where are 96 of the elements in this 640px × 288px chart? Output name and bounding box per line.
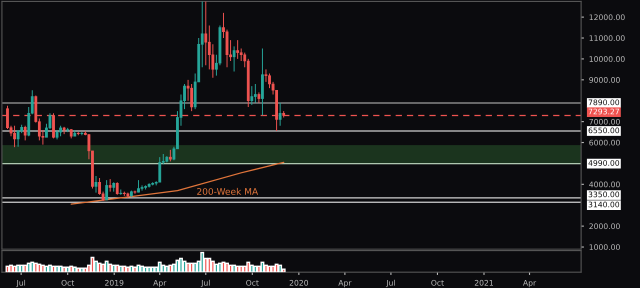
candlestick	[278, 102, 282, 126]
candlestick	[236, 40, 240, 60]
bar	[108, 264, 112, 272]
candlestick	[190, 84, 194, 112]
series-label: 200-Week MA	[197, 188, 258, 195]
bar	[122, 266, 126, 272]
candlestick	[105, 180, 108, 201]
bar	[282, 268, 286, 272]
bar	[112, 264, 116, 272]
bar	[98, 262, 102, 272]
bar	[144, 266, 148, 272]
candlestick	[250, 86, 254, 106]
candlestick	[112, 182, 116, 192]
bar	[80, 268, 84, 272]
candlestick	[24, 125, 27, 141]
candlestick	[119, 189, 122, 196]
bar	[225, 262, 229, 272]
bar	[76, 268, 80, 272]
bar	[172, 264, 176, 272]
bar	[190, 262, 194, 272]
bar	[268, 266, 272, 272]
bar	[236, 266, 240, 272]
bar	[260, 262, 264, 272]
bar	[246, 262, 250, 272]
candlestick	[257, 92, 260, 104]
bar	[6, 266, 10, 272]
bar	[274, 264, 279, 272]
bar	[30, 262, 34, 272]
bar	[218, 262, 222, 272]
bar	[48, 264, 52, 272]
bar	[150, 266, 155, 272]
bar	[136, 264, 140, 272]
bar	[20, 264, 24, 272]
bar	[200, 252, 204, 272]
bar	[179, 258, 183, 272]
bar	[239, 266, 244, 272]
bar	[69, 266, 74, 272]
bar	[242, 266, 247, 272]
bar	[214, 264, 218, 272]
bar	[193, 262, 198, 272]
candlestick	[108, 178, 112, 192]
bar	[26, 262, 31, 272]
bar	[126, 266, 130, 272]
bar	[253, 266, 258, 272]
bar	[118, 266, 123, 272]
candlestick	[13, 125, 16, 148]
bar	[164, 266, 169, 272]
bar	[94, 260, 98, 272]
bar	[228, 264, 233, 272]
bar	[40, 264, 45, 272]
bar	[104, 260, 109, 272]
bar	[271, 266, 276, 272]
candlestick	[59, 125, 62, 137]
candlestick	[254, 84, 257, 104]
bar	[101, 264, 106, 272]
bar	[232, 264, 236, 272]
bar	[62, 266, 66, 272]
bar	[16, 264, 20, 272]
bar	[72, 266, 77, 272]
bar	[52, 266, 56, 272]
candlestick	[137, 180, 140, 194]
bar	[66, 266, 70, 272]
bar	[34, 262, 38, 272]
candlestick	[94, 175, 98, 194]
bar	[186, 262, 190, 272]
bar	[129, 266, 134, 272]
bar	[278, 264, 282, 272]
bar	[44, 266, 48, 272]
bar	[222, 262, 226, 272]
bar	[23, 264, 28, 272]
bar	[37, 264, 42, 272]
bar	[12, 266, 17, 272]
line-series	[70, 162, 284, 205]
candlestick	[168, 149, 172, 162]
candlestick	[204, 1, 208, 66]
bar	[58, 266, 63, 272]
bar	[168, 264, 172, 272]
bar	[250, 264, 254, 272]
bar	[55, 266, 60, 272]
bar	[264, 264, 268, 272]
bar	[210, 260, 215, 272]
bar	[158, 262, 162, 272]
bar	[115, 264, 120, 272]
bar	[9, 264, 13, 272]
bar	[147, 266, 152, 272]
bar	[140, 266, 144, 272]
bar	[256, 266, 261, 272]
bar	[161, 264, 166, 272]
bar	[182, 260, 186, 272]
candlestick	[232, 46, 236, 72]
candlestick	[56, 130, 58, 140]
bar	[175, 260, 180, 272]
bar	[133, 266, 137, 272]
bar	[207, 258, 212, 272]
bar	[90, 256, 94, 272]
bar	[83, 268, 88, 272]
